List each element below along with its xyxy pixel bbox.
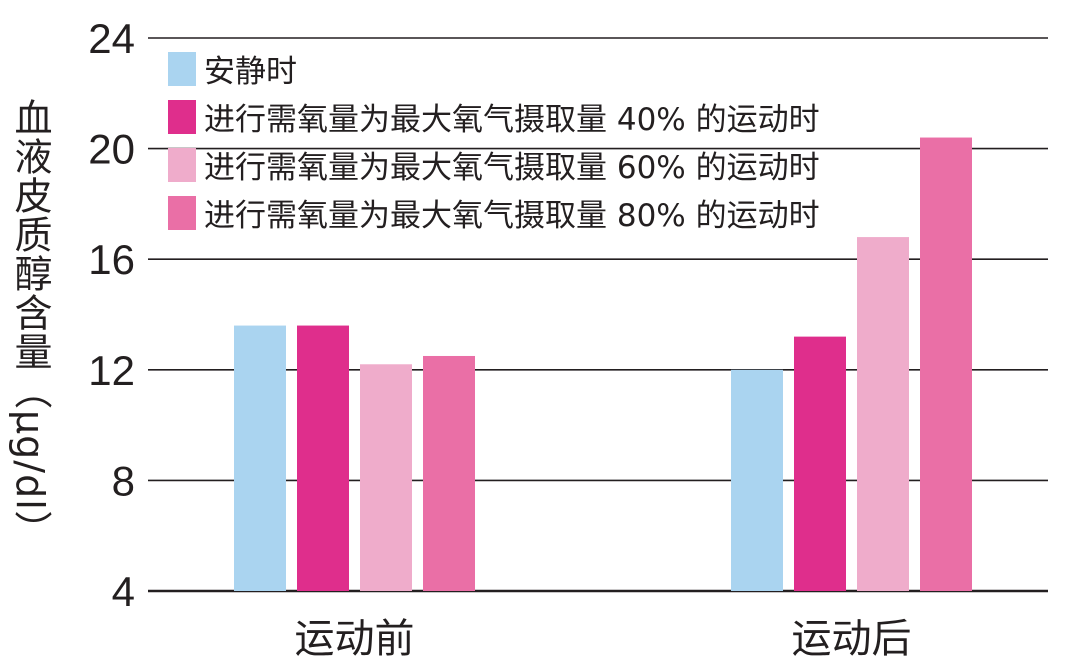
- legend-swatch: [168, 52, 196, 86]
- y-tick-label: 24: [88, 15, 135, 62]
- y-tick-label: 12: [88, 347, 135, 394]
- x-tick-labels: 运动前 运动后: [295, 616, 912, 662]
- legend-label: 进行需氧量为最大氧气摄取量 40% 的运动时: [204, 102, 820, 138]
- bar: [794, 336, 846, 591]
- bar: [360, 364, 412, 591]
- bar: [234, 325, 286, 591]
- bar: [423, 355, 475, 591]
- bar: [857, 237, 909, 591]
- x-tick-label: 运动前: [295, 616, 415, 662]
- y-tick-label: 20: [88, 126, 135, 173]
- legend-swatch: [168, 100, 196, 134]
- y-tick-label: 8: [112, 457, 135, 504]
- y-axis-label-container: 血液皮质醇含量（μg/dl）: [8, 98, 52, 568]
- bar: [731, 369, 783, 591]
- x-tick-label: 运动后: [792, 616, 912, 662]
- y-axis-label: 血液皮质醇含量（μg/dl）: [8, 98, 52, 550]
- legend-label: 进行需氧量为最大氧气摄取量 60% 的运动时: [204, 150, 820, 186]
- bar: [920, 137, 972, 592]
- y-tick-label: 16: [88, 236, 135, 283]
- legend-swatch: [168, 148, 196, 182]
- legend-label: 安静时: [204, 54, 297, 90]
- legend-swatch: [168, 196, 196, 230]
- y-tick-label: 4: [112, 568, 135, 615]
- legend-label: 进行需氧量为最大氧气摄取量 80% 的运动时: [204, 198, 820, 234]
- bar: [297, 325, 349, 591]
- y-tick-labels: 4 8 12 16 20 24: [88, 15, 135, 615]
- bars: [234, 137, 972, 592]
